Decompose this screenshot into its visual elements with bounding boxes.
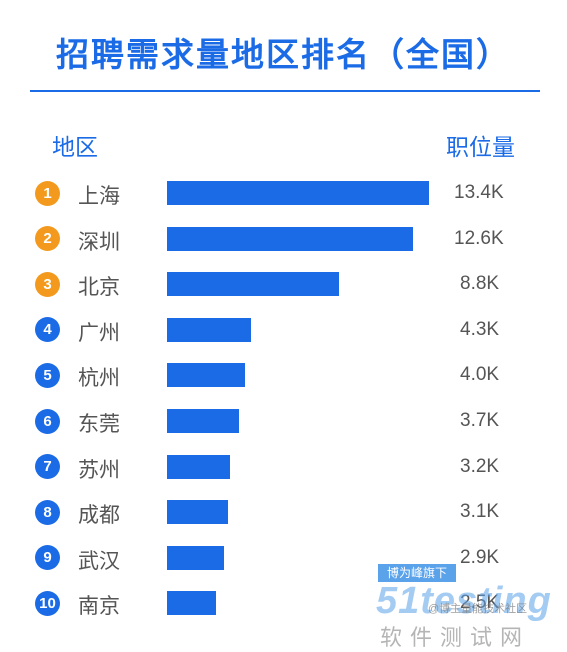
value-label: 3.2K — [460, 455, 500, 477]
watermark-tag: 博为峰旗下 — [378, 564, 456, 582]
category-label: 上海 — [78, 185, 120, 208]
value-label: 4.3K — [460, 318, 500, 340]
watermark-logo: 51testing — [376, 580, 552, 622]
value-label: 2.9K — [460, 546, 500, 568]
chart-title: 招聘需求量地区排名（全国） — [56, 36, 511, 73]
bar — [167, 181, 429, 205]
category-label: 深圳 — [78, 230, 120, 254]
watermark-subtitle: 软件测试网 — [380, 625, 531, 650]
category-label: 广州 — [78, 321, 120, 345]
value-label: 13.4K — [454, 182, 504, 203]
value-label: 12.6K — [454, 227, 504, 249]
rank-badge: 7 — [35, 454, 60, 480]
rank-badge: 2 — [35, 226, 60, 252]
value-label: 8.8K — [460, 273, 500, 295]
bar — [167, 272, 340, 297]
rank-badge: 3 — [35, 271, 60, 297]
category-label: 苏州 — [78, 458, 120, 482]
bar — [167, 454, 230, 479]
category-label: 南京 — [78, 595, 120, 619]
bar — [167, 317, 252, 342]
bar — [167, 545, 224, 570]
rank-badge: 10 — [35, 590, 60, 616]
value-label: 2.5K — [460, 592, 500, 614]
category-label: 成都 — [78, 504, 120, 528]
value-label: 4.0K — [460, 364, 500, 386]
rank-badge: 8 — [35, 499, 60, 525]
category-header: 地区 — [52, 134, 98, 160]
rank-badge: 6 — [35, 408, 60, 434]
bar — [167, 500, 228, 525]
bar — [167, 409, 240, 433]
title-underline — [30, 90, 540, 92]
rank-badge: 9 — [35, 545, 60, 571]
bar — [167, 226, 414, 251]
category-label: 杭州 — [78, 367, 120, 391]
watermark-note: @博主量能技术社区 — [428, 603, 528, 615]
value-label: 3.7K — [460, 410, 500, 431]
category-label: 北京 — [78, 276, 120, 300]
rank-badge: 4 — [35, 317, 60, 343]
rank-badge: 1 — [35, 180, 60, 206]
category-label: 武汉 — [78, 549, 120, 573]
value-header: 职位量 — [446, 134, 515, 160]
value-label: 3.1K — [460, 501, 500, 523]
rank-badge: 5 — [35, 362, 60, 388]
category-label: 东莞 — [78, 413, 120, 436]
bar — [167, 591, 216, 616]
bar — [167, 363, 246, 388]
